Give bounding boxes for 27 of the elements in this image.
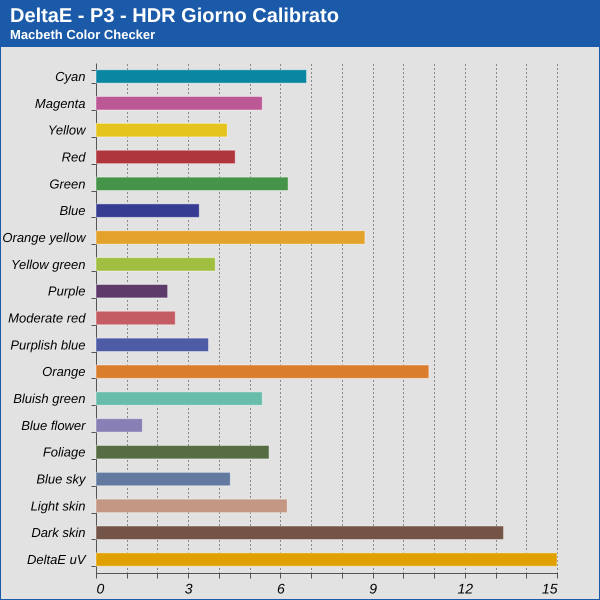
y-tick-label: Dark skin (31, 525, 86, 540)
chart-subtitle: Macbeth Color Checker (10, 27, 156, 42)
y-tick-label: Moderate red (8, 310, 86, 326)
y-tick-label: Yellow green (11, 256, 86, 272)
y-tick-label: Orange yellow (2, 230, 88, 245)
y-tick-label: Blue flower (21, 418, 86, 433)
y-tick-label: Green (49, 176, 86, 192)
y-tick-label: Red (62, 149, 86, 164)
y-tick-label: Cyan (55, 68, 86, 84)
y-tick-label: Magenta (34, 96, 86, 111)
y-tick-label: Bluish green (13, 391, 86, 406)
chart-title: DeltaE - P3 - HDR Giorno Calibrato (10, 5, 340, 27)
x-tick-label: 0 (96, 580, 104, 596)
x-tick-label: 9 (369, 580, 378, 596)
x-tick-label: 3 (184, 580, 193, 596)
y-tick-label: Blue (59, 203, 86, 218)
x-tick-label: 12 (458, 580, 474, 596)
y-tick-label: Purplish blue (10, 337, 86, 352)
y-tick-label: Yellow (48, 122, 88, 138)
y-tick-label: Purple (48, 284, 86, 299)
x-tick-label: 6 (277, 580, 285, 596)
y-tick-label: DeltaE uV (26, 552, 87, 568)
y-tick-label: Orange (42, 364, 86, 380)
y-tick-label: Blue sky (36, 472, 87, 487)
y-tick-label: Light skin (30, 498, 86, 514)
x-tick-label: 15 (542, 580, 558, 596)
y-tick-label: Foliage (42, 444, 86, 460)
